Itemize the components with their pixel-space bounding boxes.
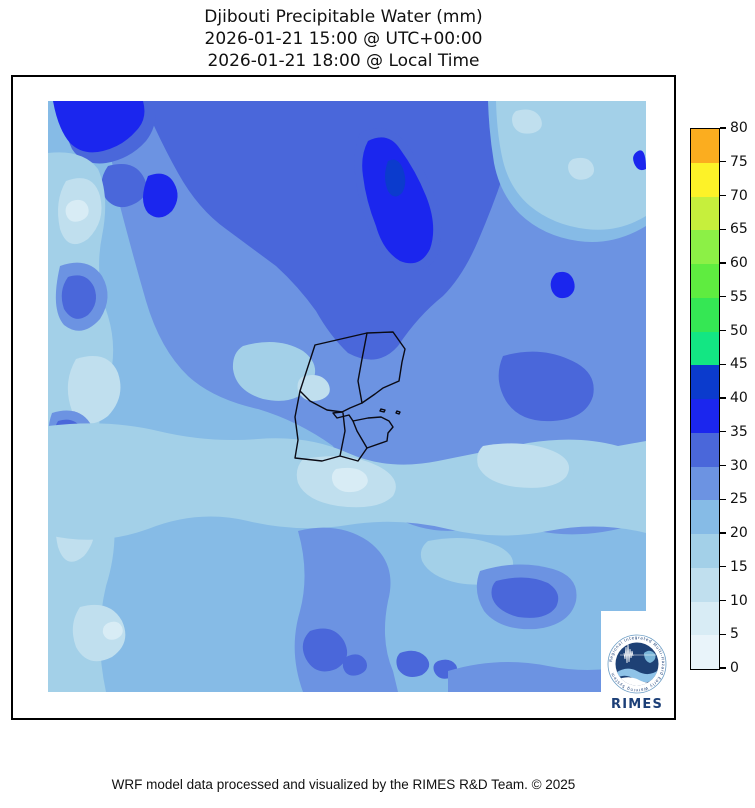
- colorbar-tickmark: [720, 161, 726, 163]
- colorbar-ticklabel: 65: [730, 221, 748, 238]
- colorbar-ticklabel: 55: [730, 288, 748, 305]
- colorbar-tickmark: [720, 194, 726, 197]
- contour-region: [477, 443, 570, 488]
- valid-time-local: 2026-01-21 18:00 @ Local Time: [207, 51, 480, 71]
- colorbar-ticklabel: 25: [730, 491, 748, 508]
- footer-credit: WRF model data processed and visualized …: [111, 777, 576, 792]
- colorbar-segment: [691, 601, 719, 636]
- colorbar-tickmark: [720, 566, 726, 568]
- colorbar-ticklabel: 50: [730, 322, 748, 339]
- colorbar-segment: [691, 399, 719, 433]
- contour-region: [143, 173, 178, 218]
- colorbar-segment: [691, 635, 719, 669]
- colorbar-ticklabel: 0: [730, 660, 739, 676]
- colorbar-ticklabel: 60: [730, 255, 748, 271]
- colorbar-ticklabel: 5: [730, 626, 739, 643]
- contour-region: [491, 577, 559, 618]
- contour-region: [331, 467, 368, 493]
- colorbar-tickmark: [720, 228, 726, 230]
- colorbar-ticklabel: 10: [730, 592, 748, 609]
- colorbar-tickmark: [720, 498, 726, 500]
- contour-region: [385, 159, 406, 197]
- colorbar-segment: [691, 432, 719, 467]
- colorbar-tickmark: [720, 599, 726, 602]
- colorbar-tickmark: [720, 127, 726, 129]
- logo-landmass: [644, 650, 656, 663]
- logo-seismograph: [623, 643, 634, 664]
- colorbar-ticklabel: 75: [730, 153, 748, 170]
- contour-region: [362, 137, 434, 264]
- contour-region: [232, 342, 316, 401]
- colorbar-segment: [691, 567, 719, 602]
- contour-region: [583, 453, 646, 506]
- colorbar-segment: [691, 500, 719, 534]
- djibouti-boundary: [294, 331, 406, 462]
- colorbar-tickmark: [720, 363, 726, 365]
- colorbar-ticklabel: 40: [730, 390, 748, 406]
- plot-title: Djibouti Precipitable Water (mm): [204, 7, 483, 27]
- colorbar-segment: [691, 466, 719, 501]
- colorbar-tickmark: [720, 431, 726, 433]
- logo-wave-light: [615, 668, 659, 682]
- contour-region: [550, 271, 575, 299]
- logo-wave-white: [615, 677, 659, 686]
- contour-region: [568, 157, 595, 180]
- contour-region: [61, 275, 96, 319]
- colorbar-segment: [691, 365, 719, 399]
- contour-region: [53, 101, 145, 153]
- rimes-logo: Regional Integrated Multi-Hazard Early W…: [601, 611, 673, 714]
- colorbar-tickmark: [720, 329, 726, 332]
- contour-region: [396, 650, 430, 677]
- contour-region: [342, 654, 367, 676]
- colorbar-segment: [691, 534, 719, 568]
- contour-region: [302, 628, 348, 672]
- contour-region: [297, 375, 330, 401]
- valid-time-utc: 2026-01-21 15:00 @ UTC+00:00: [204, 29, 483, 49]
- colorbar-tickmark: [720, 262, 726, 264]
- precipitable-water-map: [48, 101, 646, 692]
- plot-title-block: Djibouti Precipitable Water (mm) 2026-01…: [11, 6, 676, 72]
- contour-region: [633, 150, 646, 171]
- contour-region: [65, 199, 89, 222]
- colorbar-ticklabel: 30: [730, 457, 748, 474]
- colorbar-ticklabel: 80: [730, 120, 748, 136]
- contour-region: [498, 351, 594, 422]
- colorbar-tickmark: [720, 633, 726, 635]
- colorbar-tickmark: [720, 667, 726, 669]
- colorbar-ticklabel: 20: [730, 525, 748, 541]
- contour-region: [101, 163, 147, 208]
- colorbar-ticklabel: 35: [730, 423, 748, 440]
- colorbar-ticklabel: 15: [730, 558, 748, 575]
- contour-region: [448, 661, 646, 692]
- colorbar-segment: [691, 129, 719, 163]
- colorbar-segment: [691, 162, 719, 197]
- colorbar-tickmark: [720, 464, 726, 467]
- colorbar-tickmark: [720, 397, 726, 399]
- colorbar-segment: [691, 297, 719, 332]
- colorbar-segment: [691, 230, 719, 264]
- colorbar-ticklabel: 45: [730, 356, 748, 373]
- logo-wordmark: RIMES: [611, 697, 663, 712]
- colorbar-tickmark: [720, 296, 726, 298]
- colorbar-segment: [691, 331, 719, 366]
- contour-region: [72, 604, 126, 662]
- contour-region: [512, 109, 542, 134]
- colorbar: [690, 128, 720, 670]
- colorbar-ticklabel: 70: [730, 187, 748, 204]
- colorbar-segment: [691, 196, 719, 231]
- contour-region: [102, 621, 123, 640]
- colorbar-tickmark: [720, 532, 726, 534]
- colorbar-segment: [691, 264, 719, 298]
- contour-region: [67, 356, 121, 424]
